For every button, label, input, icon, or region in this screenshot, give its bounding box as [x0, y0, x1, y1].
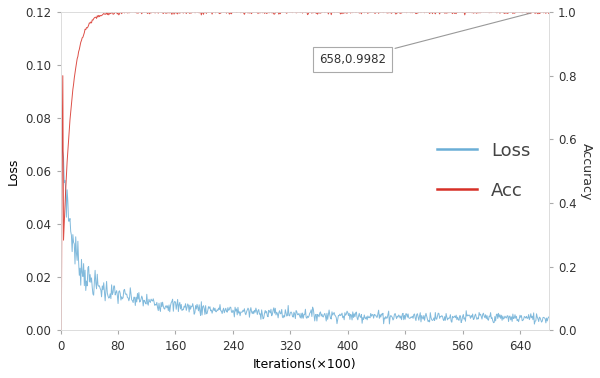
X-axis label: Iterations(×100): Iterations(×100)	[253, 358, 356, 371]
Y-axis label: Loss: Loss	[7, 158, 20, 185]
Legend: Loss, Acc: Loss, Acc	[428, 133, 540, 209]
Y-axis label: Accuracy: Accuracy	[580, 143, 593, 200]
Text: 658,0.9982: 658,0.9982	[319, 13, 530, 66]
